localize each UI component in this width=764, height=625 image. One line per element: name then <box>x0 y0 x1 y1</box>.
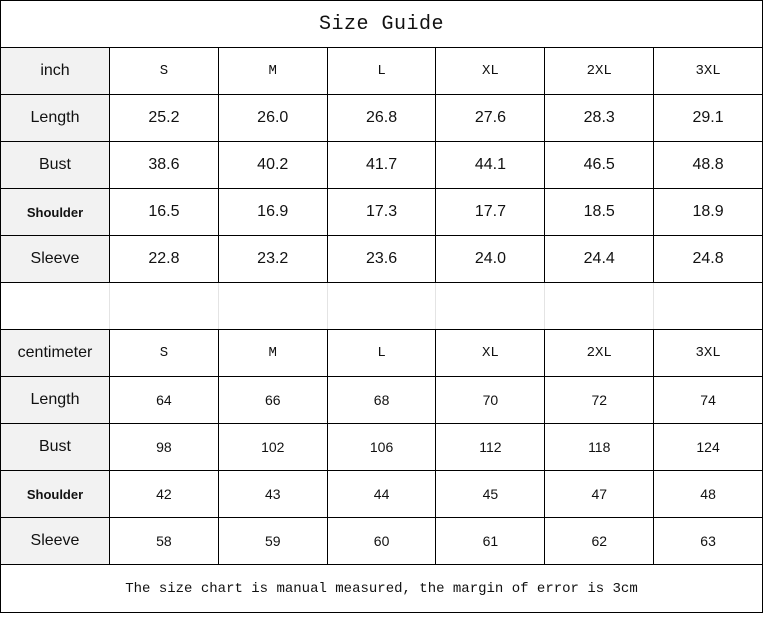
row-label: Sleeve <box>0 517 110 565</box>
measurement-cell: 98 <box>109 423 219 471</box>
measurement-cell: 24.8 <box>653 235 763 283</box>
measurement-cell: 62 <box>544 517 655 565</box>
empty-cell <box>653 282 763 330</box>
measurement-cell: 17.3 <box>326 188 437 236</box>
measurement-cell: 74 <box>653 376 763 424</box>
measurement-cell: 23.2 <box>217 235 328 283</box>
measurement-cell: 18.5 <box>544 188 655 236</box>
empty-cell <box>326 282 437 330</box>
measurement-cell: 70 <box>435 376 546 424</box>
measurement-cell: 38.6 <box>109 141 219 189</box>
size-header: 2XL <box>544 329 655 377</box>
measurement-cell: 63 <box>653 517 763 565</box>
measurement-cell: 44.1 <box>435 141 546 189</box>
table-row: Shoulder 42 43 44 45 47 48 <box>0 470 763 518</box>
measurement-cell: 60 <box>326 517 437 565</box>
measurement-cell: 17.7 <box>435 188 546 236</box>
measurement-cell: 61 <box>435 517 546 565</box>
table-row: Bust 98 102 106 112 118 124 <box>0 423 763 471</box>
size-header: S <box>109 47 219 95</box>
measurement-cell: 106 <box>326 423 437 471</box>
measurement-cell: 102 <box>217 423 328 471</box>
size-header: L <box>326 47 437 95</box>
measurement-cell: 48.8 <box>653 141 763 189</box>
inch-header-row: inch S M L XL 2XL 3XL <box>0 47 763 95</box>
measurement-cell: 40.2 <box>217 141 328 189</box>
measurement-cell: 28.3 <box>544 94 655 142</box>
measurement-cell: 66 <box>217 376 328 424</box>
page-title: Size Guide <box>0 0 763 48</box>
row-label: Bust <box>0 423 110 471</box>
measurement-cell: 26.8 <box>326 94 437 142</box>
measurement-cell: 25.2 <box>109 94 219 142</box>
row-label: Bust <box>0 141 110 189</box>
empty-cell <box>0 282 110 330</box>
measurement-cell: 16.5 <box>109 188 219 236</box>
measurement-cell: 16.9 <box>217 188 328 236</box>
measurement-cell: 64 <box>109 376 219 424</box>
row-label: Length <box>0 94 110 142</box>
measurement-cell: 42 <box>109 470 219 518</box>
measurement-cell: 23.6 <box>326 235 437 283</box>
empty-cell <box>109 282 219 330</box>
unit-label: centimeter <box>0 329 110 377</box>
size-header: XL <box>435 47 546 95</box>
empty-cell <box>435 282 546 330</box>
measurement-cell: 26.0 <box>217 94 328 142</box>
measurement-cell: 18.9 <box>653 188 763 236</box>
spacer-row <box>0 282 763 330</box>
size-guide-table: Size Guide inch S M L XL 2XL 3XL Length 25.2 26.0… <box>0 0 763 613</box>
measurement-cell: 44 <box>326 470 437 518</box>
row-label: Length <box>0 376 110 424</box>
row-label: Sleeve <box>0 235 110 283</box>
size-header: 2XL <box>544 47 655 95</box>
measurement-cell: 68 <box>326 376 437 424</box>
size-header: 3XL <box>653 329 763 377</box>
size-header: 3XL <box>653 47 763 95</box>
measurement-cell: 24.0 <box>435 235 546 283</box>
measurement-cell: 59 <box>217 517 328 565</box>
unit-label: inch <box>0 47 110 95</box>
size-header: M <box>217 47 328 95</box>
size-header: XL <box>435 329 546 377</box>
measurement-cell: 72 <box>544 376 655 424</box>
size-header: S <box>109 329 219 377</box>
measurement-cell: 48 <box>653 470 763 518</box>
table-row: Length 25.2 26.0 26.8 27.6 28.3 29.1 <box>0 94 763 142</box>
title-row: Size Guide <box>0 0 763 48</box>
footer-row: The size chart is manual measured, the m… <box>0 564 763 613</box>
row-label: Shoulder <box>0 470 110 518</box>
measurement-cell: 112 <box>435 423 546 471</box>
table-row: Sleeve 22.8 23.2 23.6 24.0 24.4 24.8 <box>0 235 763 283</box>
table-row: Length 64 66 68 70 72 74 <box>0 376 763 424</box>
measurement-cell: 43 <box>217 470 328 518</box>
measurement-cell: 45 <box>435 470 546 518</box>
measurement-cell: 46.5 <box>544 141 655 189</box>
measurement-cell: 47 <box>544 470 655 518</box>
empty-cell <box>217 282 328 330</box>
cm-header-row: centimeter S M L XL 2XL 3XL <box>0 329 763 377</box>
measurement-cell: 27.6 <box>435 94 546 142</box>
row-label: Shoulder <box>0 188 110 236</box>
size-header: M <box>217 329 328 377</box>
table-row: Shoulder 16.5 16.9 17.3 17.7 18.5 18.9 <box>0 188 763 236</box>
measurement-cell: 124 <box>653 423 763 471</box>
measurement-cell: 29.1 <box>653 94 763 142</box>
measurement-cell: 22.8 <box>109 235 219 283</box>
table-row: Bust 38.6 40.2 41.7 44.1 46.5 48.8 <box>0 141 763 189</box>
measurement-cell: 24.4 <box>544 235 655 283</box>
measurement-cell: 118 <box>544 423 655 471</box>
measurement-cell: 41.7 <box>326 141 437 189</box>
table-row: Sleeve 58 59 60 61 62 63 <box>0 517 763 565</box>
size-header: L <box>326 329 437 377</box>
measurement-cell: 58 <box>109 517 219 565</box>
empty-cell <box>544 282 655 330</box>
footer-note: The size chart is manual measured, the m… <box>0 564 763 613</box>
